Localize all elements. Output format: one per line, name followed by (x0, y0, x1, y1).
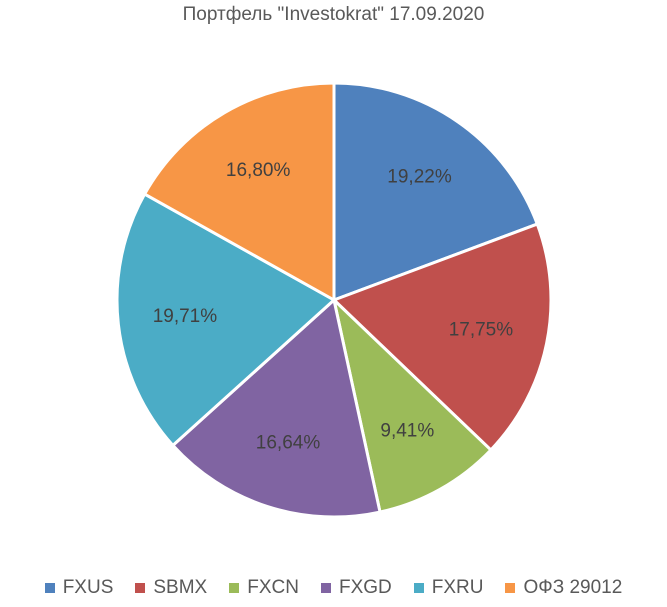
legend-label: FXGD (338, 577, 392, 598)
legend-swatch (229, 583, 240, 593)
data-label-fxus: 19,22% (387, 166, 452, 187)
data-label-fxgd: 16,64% (256, 432, 321, 453)
legend-label: FXCN (247, 577, 299, 598)
data-label-офз-29012: 16,80% (226, 160, 291, 181)
pie-slice-офз-29012 (143, 81, 336, 302)
data-label-fxcn: 9,41% (380, 420, 434, 441)
legend-label: FXRU (431, 577, 484, 598)
legend-item-офз-29012: ОФЗ 29012 (505, 577, 622, 599)
legend-swatch (135, 583, 146, 593)
pie-plot: 19,22% 17,75% 9,41% 16,64% 19,71% 16,80% (115, 81, 553, 519)
pie-slice-fxcn (332, 298, 493, 514)
legend-item-fxcn: FXCN (229, 577, 299, 599)
legend-swatch (320, 583, 331, 593)
legend-item-fxru: FXRU (413, 577, 484, 599)
legend-swatch (413, 583, 424, 593)
legend: FXUS SBMX FXCN FXGD FXRU ОФЗ 29012 (0, 577, 667, 599)
legend-item-fxgd: FXGD (320, 577, 392, 599)
legend-item-fxus: FXUS (44, 577, 114, 599)
legend-item-sbmx: SBMX (135, 577, 207, 599)
legend-swatch (505, 583, 516, 593)
legend-label: ОФЗ 29012 (523, 577, 623, 598)
pie-slice-fxgd (171, 298, 382, 519)
pie-slice-fxus (332, 81, 539, 302)
pie-slice-sbmx (332, 222, 553, 452)
legend-label: SBMX (153, 577, 208, 598)
chart-title: Портфель "Investokrat" 17.09.2020 (182, 4, 485, 25)
legend-label: FXUS (62, 577, 114, 598)
pie-slice-fxru (115, 192, 336, 447)
data-label-fxru: 19,71% (153, 306, 218, 327)
data-label-sbmx: 17,75% (449, 320, 514, 341)
legend-swatch (44, 583, 55, 593)
